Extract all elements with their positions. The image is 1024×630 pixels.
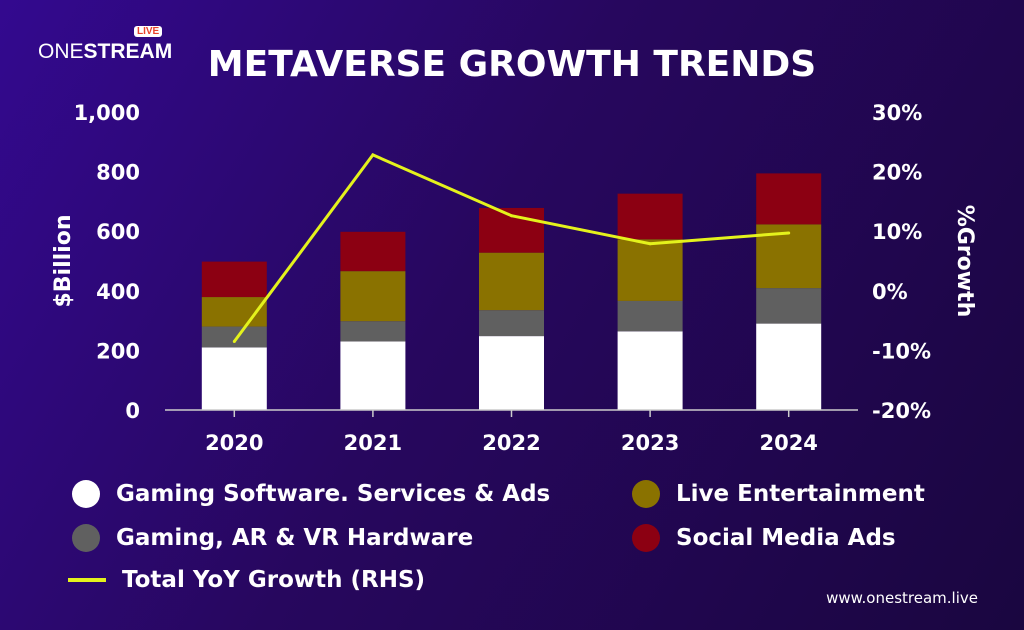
bar-2024-series-3 bbox=[756, 173, 822, 225]
y-tick-label: 600 bbox=[96, 220, 140, 244]
x-tick-label: 2023 bbox=[621, 431, 679, 455]
yoy-growth-point-2022 bbox=[510, 214, 513, 218]
yoy-growth-point-2024 bbox=[787, 231, 791, 235]
legend-item-yoy-growth: Total YoY Growth (RHS) bbox=[68, 567, 425, 593]
y2-tick-label: 0% bbox=[872, 280, 908, 304]
bar-2021-series-3 bbox=[340, 231, 406, 272]
chart-title: METAVERSE GROWTH TRENDS bbox=[207, 44, 817, 85]
legend-item-hardware: Gaming, AR & VR Hardware bbox=[72, 524, 473, 552]
legend-label: Gaming, AR & VR Hardware bbox=[116, 525, 474, 551]
bar-2020-series-3 bbox=[201, 261, 267, 298]
legend-label: Total YoY Growth (RHS) bbox=[122, 567, 426, 593]
x-tick-label: 2024 bbox=[759, 431, 817, 455]
y2-axis-label: %Growth bbox=[952, 205, 977, 318]
yoy-growth-point-2020 bbox=[232, 339, 236, 343]
y2-tick-label: -10% bbox=[872, 339, 931, 363]
logo-text-bold: STREAM bbox=[83, 40, 173, 63]
bar-2023-series-1 bbox=[617, 300, 683, 332]
live-badge: LIVE bbox=[134, 26, 163, 37]
y2-tick-label: -20% bbox=[872, 399, 931, 423]
bar-2023-series-2 bbox=[617, 239, 683, 301]
legend-line-swatch bbox=[68, 578, 106, 582]
bar-2023-series-3 bbox=[617, 193, 683, 240]
y-tick-label: 0 bbox=[125, 399, 140, 423]
yoy-growth-point-2023 bbox=[648, 242, 652, 246]
website-url[interactable]: www.onestream.live bbox=[826, 589, 978, 607]
legend-swatch bbox=[72, 480, 100, 508]
bar-2020-series-1 bbox=[201, 326, 267, 348]
yoy-growth-point-2021 bbox=[371, 153, 375, 157]
x-tick-label: 2021 bbox=[344, 431, 402, 455]
bar-2022-series-0 bbox=[479, 336, 544, 410]
bar-2023-series-0 bbox=[617, 331, 683, 410]
y2-tick-label: 10% bbox=[872, 220, 922, 244]
legend-item-gaming-software: Gaming Software. Services & Ads bbox=[72, 480, 550, 508]
x-tick-label: 2020 bbox=[205, 431, 263, 455]
bar-2021-series-1 bbox=[340, 321, 406, 342]
bar-2022-series-2 bbox=[479, 252, 544, 311]
y-axis-label: $Billion bbox=[51, 214, 76, 307]
legend-item-live-entertainment: Live Entertainment bbox=[632, 480, 925, 508]
y-tick-label: 400 bbox=[96, 280, 140, 304]
y2-tick-label: 30% bbox=[872, 101, 922, 125]
legend-label: Live Entertainment bbox=[676, 481, 925, 507]
legend-swatch bbox=[72, 524, 100, 552]
onestream-logo: LIVE ONESTREAM bbox=[38, 26, 173, 64]
legend-label: Gaming Software. Services & Ads bbox=[116, 481, 551, 507]
bar-2024-series-0 bbox=[756, 323, 822, 410]
y2-tick-label: 20% bbox=[872, 161, 922, 185]
legend-label: Social Media Ads bbox=[676, 525, 896, 551]
y-tick-label: 200 bbox=[96, 339, 140, 363]
legend-swatch bbox=[632, 480, 660, 508]
bar-2024-series-1 bbox=[756, 288, 822, 324]
y-tick-label: 800 bbox=[96, 161, 140, 185]
bar-2021-series-0 bbox=[340, 341, 406, 410]
logo-text-light: ONE bbox=[38, 40, 84, 63]
legend-item-social-media-ads: Social Media Ads bbox=[632, 524, 896, 552]
y-tick-label: 1,000 bbox=[74, 101, 140, 125]
bar-2020-series-0 bbox=[201, 347, 267, 410]
x-tick-label: 2022 bbox=[482, 431, 540, 455]
legend-swatch bbox=[632, 524, 660, 552]
bar-2022-series-1 bbox=[479, 310, 544, 337]
bar-2021-series-2 bbox=[340, 271, 406, 322]
